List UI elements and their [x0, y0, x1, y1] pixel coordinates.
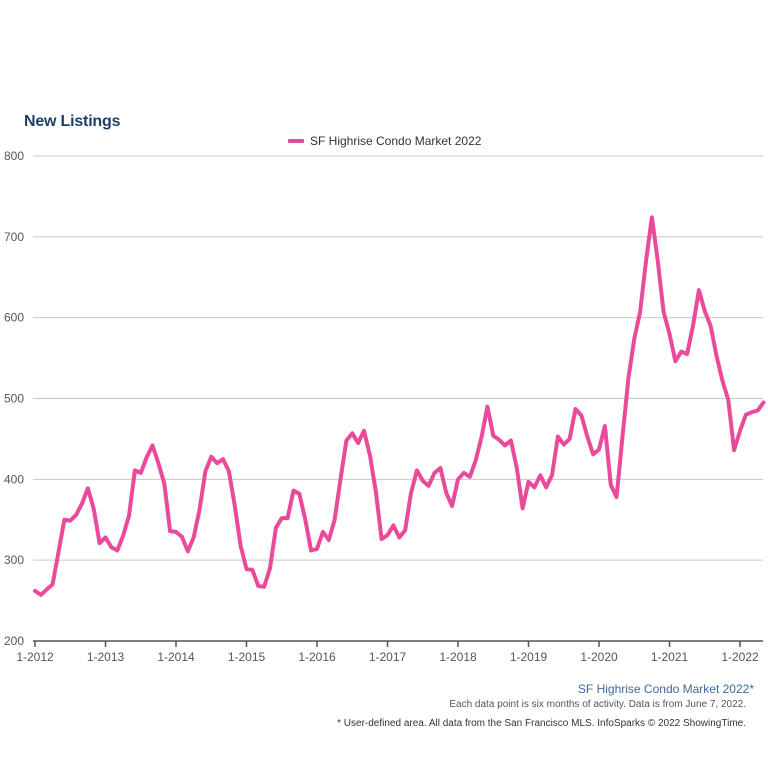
footer-market-name: SF Highrise Condo Market 2022* [577, 682, 754, 696]
footer-source: * User-defined area. All data from the S… [337, 718, 746, 729]
grid-lines: 200 300 400 500 600 700 800 [4, 149, 763, 648]
y-tick-label: 300 [4, 553, 24, 567]
legend[interactable]: SF Highrise Condo Market 2022 [288, 134, 481, 148]
x-tick-label: 1-2013 [87, 650, 125, 664]
footer-note: Each data point is six months of activit… [449, 699, 746, 710]
x-tick-label: 1-2019 [510, 650, 548, 664]
x-tick-label: 1-2017 [369, 650, 407, 664]
x-tick-label: 1-2015 [228, 650, 266, 664]
y-tick-label: 400 [4, 472, 24, 486]
x-tick-label: 1-2020 [580, 650, 618, 664]
y-tick-label: 700 [4, 230, 24, 244]
x-tick-label: 1-2021 [651, 650, 689, 664]
y-tick-label: 800 [4, 149, 24, 163]
x-tick-label: 1-2022 [721, 650, 759, 664]
series-line [33, 215, 766, 597]
legend-swatch [288, 139, 304, 143]
chart-title: New Listings [24, 113, 121, 130]
x-tick-label: 1-2014 [157, 650, 195, 664]
x-tick-label: 1-2012 [16, 650, 54, 664]
x-tick-label: 1-2016 [298, 650, 336, 664]
y-tick-label: 600 [4, 311, 24, 325]
x-tick-label: 1-2018 [439, 650, 477, 664]
legend-label: SF Highrise Condo Market 2022 [310, 134, 482, 148]
series-layer [33, 215, 766, 597]
x-axis: 1-2012 1-2013 1-2014 1-2015 1-2016 1-2017 1-20… [16, 640, 763, 664]
y-tick-label: 500 [4, 392, 24, 406]
y-tick-label: 200 [4, 634, 24, 648]
